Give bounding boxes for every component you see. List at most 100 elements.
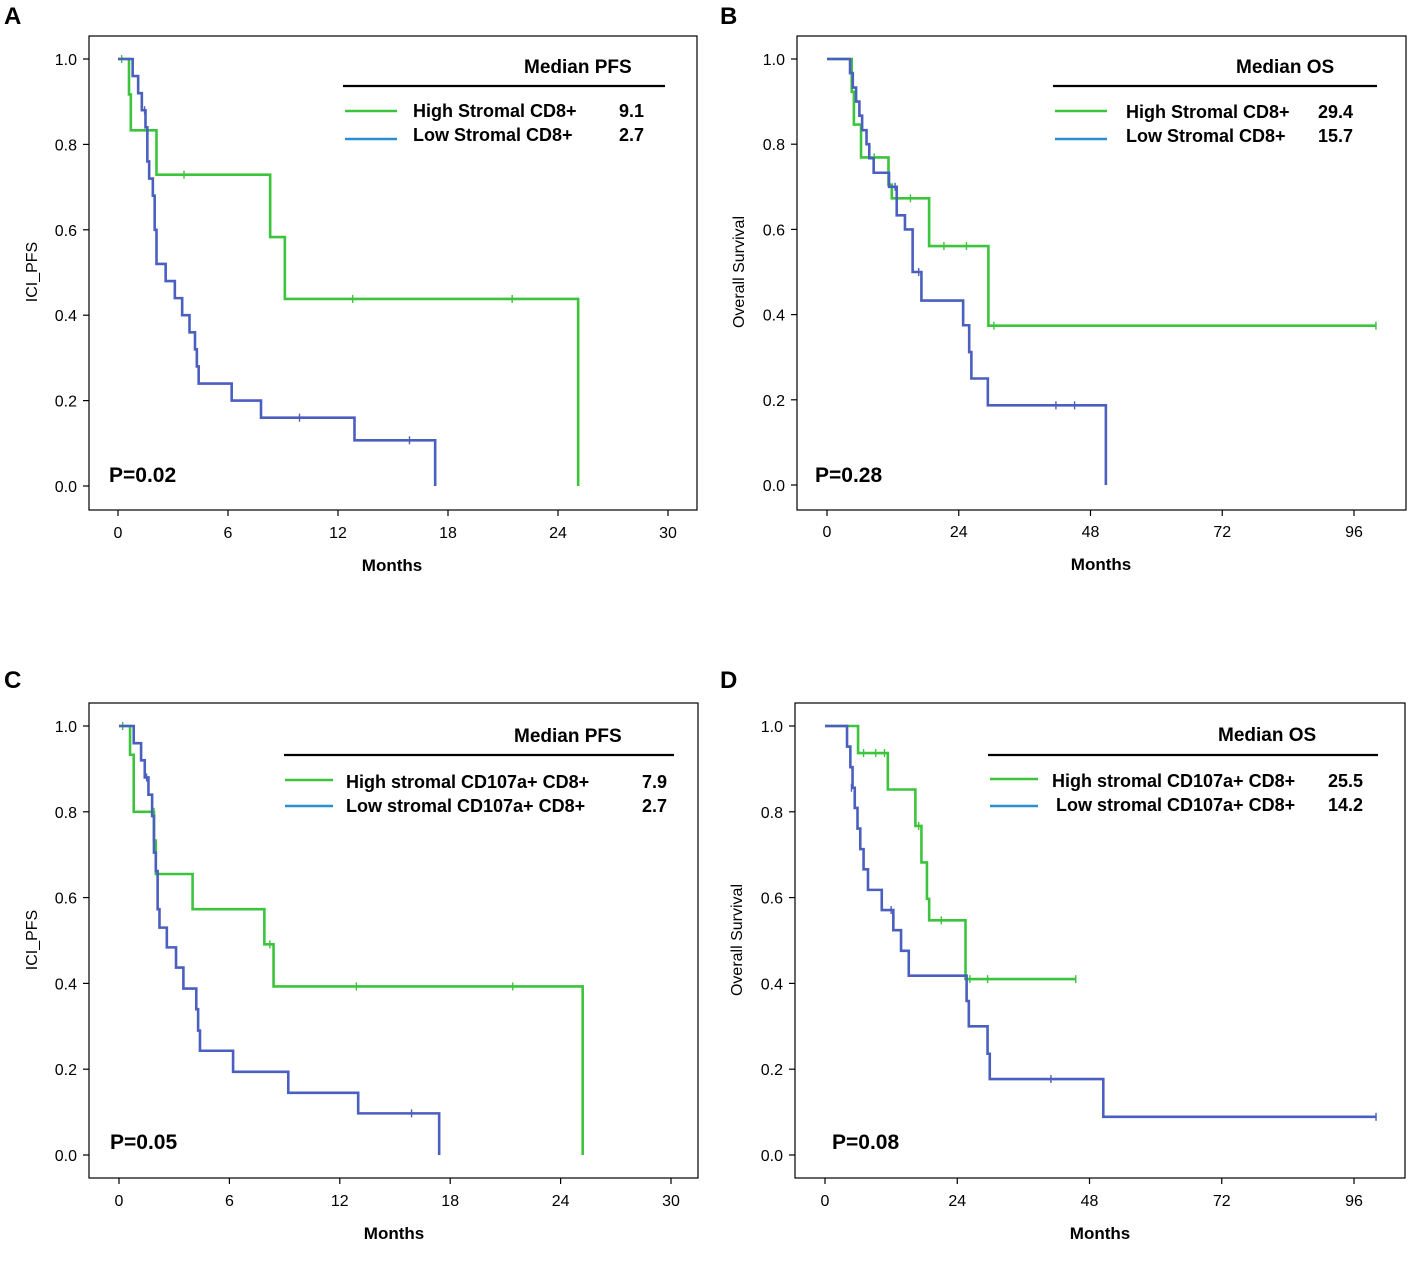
legend-median-high: 7.9: [642, 772, 667, 792]
y-tick-label: 0.8: [55, 137, 77, 154]
legend-title: Median PFS: [524, 57, 632, 78]
x-tick-label: 72: [1213, 524, 1231, 541]
x-tick-label: 0: [114, 525, 123, 542]
x-tick-label: 72: [1213, 1193, 1231, 1210]
y-axis-title: Overall Survival: [731, 216, 748, 328]
km-curve-high: [825, 724, 1076, 981]
x-tick-label: 24: [552, 1193, 570, 1210]
legend-median-low: 14.2: [1328, 795, 1363, 815]
panel-a: A Median PFS High Stromal CD8+ 9.1 Low S…: [4, 3, 698, 575]
y-tick-label: 0.4: [761, 976, 783, 993]
x-tick-label: 6: [224, 525, 233, 542]
panel-c: C Median PFS High stromal CD107a+ CD8+ 7…: [4, 667, 699, 1243]
plot-frame: [88, 35, 698, 511]
y-tick-label: 0.6: [763, 222, 785, 239]
y-tick-label: 1.0: [761, 719, 783, 736]
x-tick-label: 96: [1345, 1193, 1363, 1210]
legend-label-high: High stromal CD107a+ CD8+: [1052, 771, 1295, 791]
x-tick-label: 18: [441, 1193, 459, 1210]
x-tick-label: 24: [950, 524, 968, 541]
legend-title: Median PFS: [514, 726, 622, 747]
x-tick-label: 12: [329, 525, 347, 542]
legend-median-low: 15.7: [1318, 126, 1353, 146]
x-tick-label: 48: [1082, 524, 1100, 541]
y-axis-title: ICI_PFS: [24, 242, 41, 302]
survival-curves: [827, 57, 1377, 485]
x-tick-label: 24: [549, 525, 567, 542]
y-tick-label: 0.0: [55, 479, 77, 496]
km-curve-low: [827, 57, 1108, 485]
y-tick-label: 0.0: [763, 478, 785, 495]
y-tick-label: 0.6: [55, 891, 77, 908]
p-value: P=0.28: [815, 464, 882, 487]
y-tick-label: 1.0: [55, 719, 77, 736]
legend-title: Median OS: [1218, 725, 1316, 746]
y-tick-label: 0.2: [763, 393, 785, 410]
y-tick-label: 0.8: [763, 137, 785, 154]
km-curve-high: [118, 57, 580, 486]
y-tick-label: 0.8: [55, 805, 77, 822]
axis-ticks: 0 6 12 18 24 30 0.0 0.2 0.4 0.6 0.8 1.0: [55, 719, 680, 1210]
panel-letter: A: [4, 3, 21, 30]
legend-label-low: Low Stromal CD8+: [1126, 126, 1286, 146]
x-tick-label: 30: [659, 525, 677, 542]
x-tick-label: 96: [1345, 524, 1363, 541]
y-tick-label: 1.0: [55, 52, 77, 69]
y-axis-title: Overall Survival: [729, 884, 746, 996]
x-axis-title: Months: [1071, 555, 1131, 574]
y-tick-label: 0.4: [55, 976, 77, 993]
legend-median-high: 29.4: [1318, 102, 1353, 122]
x-axis-title: Months: [1070, 1224, 1130, 1243]
legend-median-high: 9.1: [619, 101, 644, 121]
legend-label-low: Low stromal CD107a+ CD8+: [1056, 795, 1295, 815]
survival-curves: [825, 724, 1377, 1121]
x-axis-title: Months: [362, 556, 422, 575]
plot-frame: [796, 35, 1407, 511]
y-tick-label: 0.4: [763, 308, 785, 325]
y-tick-label: 0.2: [55, 394, 77, 411]
panel-letter: C: [4, 667, 21, 694]
x-tick-label: 0: [821, 1193, 830, 1210]
x-tick-label: 0: [115, 1193, 124, 1210]
y-tick-label: 0.0: [55, 1148, 77, 1165]
km-curve-high: [119, 724, 584, 1155]
y-tick-label: 0.2: [761, 1062, 783, 1079]
plot-frame: [794, 702, 1406, 1179]
p-value: P=0.08: [832, 1131, 899, 1154]
legend-label-high: High Stromal CD8+: [1126, 102, 1290, 122]
legend-label-low: Low stromal CD107a+ CD8+: [346, 796, 585, 816]
plot-frame: [88, 702, 699, 1179]
legend-median-low: 2.7: [642, 796, 667, 816]
panel-b: B Median OS High Stromal CD8+ 29.4 Low S…: [720, 3, 1407, 574]
legend-label-high: High Stromal CD8+: [413, 101, 577, 121]
y-tick-label: 0.8: [761, 805, 783, 822]
p-value: P=0.02: [109, 464, 176, 487]
p-value: P=0.05: [110, 1131, 177, 1154]
axis-ticks: 0 6 12 18 24 30 0.0 0.2 0.4 0.6 0.8 1.0: [55, 52, 677, 542]
y-tick-label: 0.6: [761, 891, 783, 908]
km-curve-high: [827, 57, 1376, 327]
survival-curves: [118, 55, 580, 486]
survival-curves: [119, 722, 584, 1155]
x-tick-label: 30: [662, 1193, 680, 1210]
y-tick-label: 0.6: [55, 223, 77, 240]
x-axis-title: Months: [364, 1224, 424, 1243]
legend-title: Median OS: [1236, 57, 1334, 78]
x-tick-label: 6: [225, 1193, 234, 1210]
x-tick-label: 12: [331, 1193, 349, 1210]
y-tick-label: 1.0: [763, 52, 785, 69]
legend-label-low: Low Stromal CD8+: [413, 125, 573, 145]
x-tick-label: 24: [948, 1193, 966, 1210]
panel-letter: D: [720, 667, 737, 694]
x-tick-label: 0: [823, 524, 832, 541]
panel-d: D Median OS High stromal CD107a+ CD8+ 25…: [720, 667, 1406, 1243]
y-tick-label: 0.2: [55, 1062, 77, 1079]
x-tick-label: 48: [1081, 1193, 1099, 1210]
y-tick-label: 0.0: [761, 1148, 783, 1165]
axis-ticks: 0 24 48 72 96 0.0 0.2 0.4 0.6 0.8 1.0: [763, 52, 1363, 541]
y-tick-label: 0.4: [55, 308, 77, 325]
y-axis-title: ICI_PFS: [24, 910, 41, 970]
axis-ticks: 0 24 48 72 96 0.0 0.2 0.4 0.6 0.8 1.0: [761, 719, 1363, 1210]
km-curve-low: [118, 57, 437, 486]
